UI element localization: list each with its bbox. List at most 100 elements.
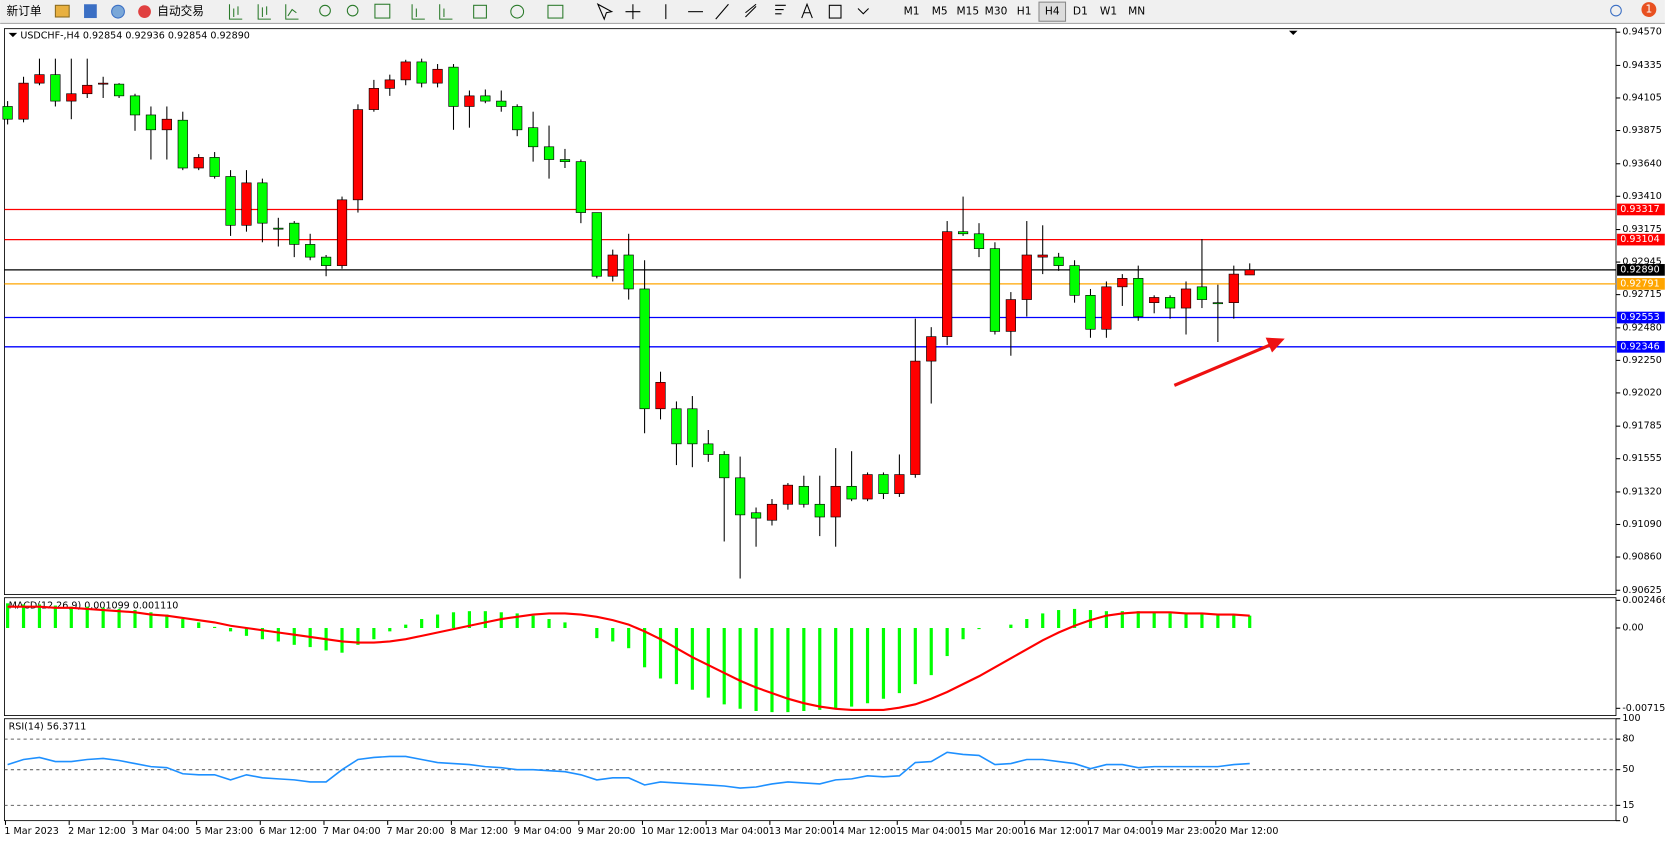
y-tick-label: 80 xyxy=(1622,734,1634,745)
auto-trading-icon[interactable] xyxy=(138,5,151,19)
notification-badge[interactable] xyxy=(1641,2,1657,17)
arrow-head xyxy=(1265,337,1285,353)
candle-body xyxy=(321,256,332,266)
timeframe-button[interactable]: M1 xyxy=(904,5,920,18)
candle-body xyxy=(496,100,507,107)
icon[interactable] xyxy=(111,4,125,19)
candle-body xyxy=(34,74,45,84)
candle-body xyxy=(846,485,857,500)
timeframe-button[interactable]: D1 xyxy=(1073,5,1088,18)
price-tag-label: 0.92791 xyxy=(1620,278,1659,289)
candle-body xyxy=(1085,295,1096,330)
x-tick-label: 7 Mar 04:00 xyxy=(323,826,381,837)
candle-body xyxy=(703,443,714,455)
timeframe-button[interactable]: MN xyxy=(1128,5,1145,18)
candle-body xyxy=(66,93,77,102)
candle-body xyxy=(225,176,236,226)
candle-body xyxy=(750,512,762,519)
candle-body xyxy=(1117,278,1128,288)
x-tick-label: 13 Mar 20:00 xyxy=(769,826,833,837)
candle-body xyxy=(1133,278,1144,317)
y-tick-label: 0.00 xyxy=(1622,623,1643,634)
x-tick-label: 8 Mar 12:00 xyxy=(450,826,508,837)
x-tick-label: 9 Mar 04:00 xyxy=(514,826,572,837)
timeframe-button[interactable]: M15 xyxy=(957,5,980,18)
x-tick-label: 13 Mar 04:00 xyxy=(705,826,769,837)
candle-body xyxy=(798,485,809,505)
candle-body xyxy=(910,360,921,475)
candle-body xyxy=(878,474,889,494)
timeframe-button[interactable]: H4 xyxy=(1045,5,1060,18)
candle-body xyxy=(18,82,29,120)
new-order-button[interactable]: 新订单 xyxy=(7,4,42,18)
candle-body xyxy=(273,227,284,230)
macd-label: MACD(12,26,9) 0.001099 0.001110 xyxy=(9,601,179,612)
candle-body xyxy=(559,159,571,162)
candle-body xyxy=(973,233,985,249)
main-chart-frame: USDCHF-,H4 0.92854 0.92936 0.92854 0.928… xyxy=(3,28,1617,822)
price-tag-label: 0.92346 xyxy=(1620,341,1659,352)
timeframe-button[interactable]: W1 xyxy=(1100,5,1117,18)
candle-body xyxy=(145,114,157,131)
candle-body xyxy=(1149,297,1160,303)
x-tick-label: 15 Mar 20:00 xyxy=(960,826,1024,837)
toolbar: 新订单 自动交易 1 M1 M5 M15 M30 H1 H4 D1 W1 MN xyxy=(0,0,1665,24)
signal-line xyxy=(7,605,1250,711)
candle-body xyxy=(241,182,252,226)
annotation-arrow xyxy=(1173,337,1285,387)
candle-body xyxy=(862,474,873,500)
y-tick-label: 0.90860 xyxy=(1622,552,1661,563)
price-tag xyxy=(1617,233,1665,246)
timeframe-button[interactable]: M30 xyxy=(985,5,1008,18)
candle-body xyxy=(512,106,523,131)
macd-panel xyxy=(3,597,1617,716)
candle-body xyxy=(177,119,188,169)
price-tag xyxy=(1617,278,1665,290)
candle-body xyxy=(305,244,316,258)
candle-body xyxy=(400,61,411,81)
price-tag xyxy=(1617,340,1665,353)
toolbar-icons[interactable] xyxy=(228,2,1622,21)
timeframe-button[interactable]: M5 xyxy=(932,5,948,18)
auto-trading-button[interactable]: 自动交易 xyxy=(157,4,204,18)
y-tick-label: 0.91785 xyxy=(1622,421,1661,432)
candle-body xyxy=(1021,254,1032,300)
y-tick-label: 0.93175 xyxy=(1622,224,1661,235)
price-tag-label: 0.92890 xyxy=(1620,264,1659,275)
y-tick-label: 0.91090 xyxy=(1622,519,1661,530)
price-tag xyxy=(1617,264,1665,276)
candle-body xyxy=(480,95,491,102)
y-tick-label: 0.92250 xyxy=(1622,355,1661,366)
candle-body xyxy=(448,66,459,107)
candle-body xyxy=(782,484,794,505)
candle-body xyxy=(735,477,746,516)
candle-body xyxy=(719,454,730,479)
candle-body xyxy=(2,106,13,120)
timeframe-button[interactable]: H1 xyxy=(1017,5,1032,18)
shift-marker xyxy=(1289,30,1298,36)
y-tick-label: 15 xyxy=(1622,800,1634,811)
y-tick-label: 50 xyxy=(1622,764,1634,775)
candle-body xyxy=(82,84,93,95)
candle-body xyxy=(416,61,427,84)
y-tick-label: 0.92480 xyxy=(1622,322,1661,333)
price-tag-label: 0.93104 xyxy=(1620,234,1659,245)
price-tag xyxy=(1617,311,1665,324)
candle-body xyxy=(384,79,395,89)
candle-body xyxy=(98,82,109,85)
x-tick-label: 2 Mar 12:00 xyxy=(68,826,126,837)
candle-body xyxy=(1005,299,1016,332)
icon[interactable] xyxy=(54,4,70,18)
price-tag xyxy=(1617,203,1665,216)
candle-body xyxy=(814,503,825,518)
icon[interactable] xyxy=(84,4,97,19)
candle-body xyxy=(1196,286,1208,300)
candle-body xyxy=(1228,273,1239,303)
x-tick-label: 6 Mar 12:00 xyxy=(259,826,317,837)
y-tick-label: 0.93875 xyxy=(1622,125,1661,136)
candle-body xyxy=(607,254,618,277)
candle-body xyxy=(989,248,1001,332)
candle-body xyxy=(655,382,666,410)
